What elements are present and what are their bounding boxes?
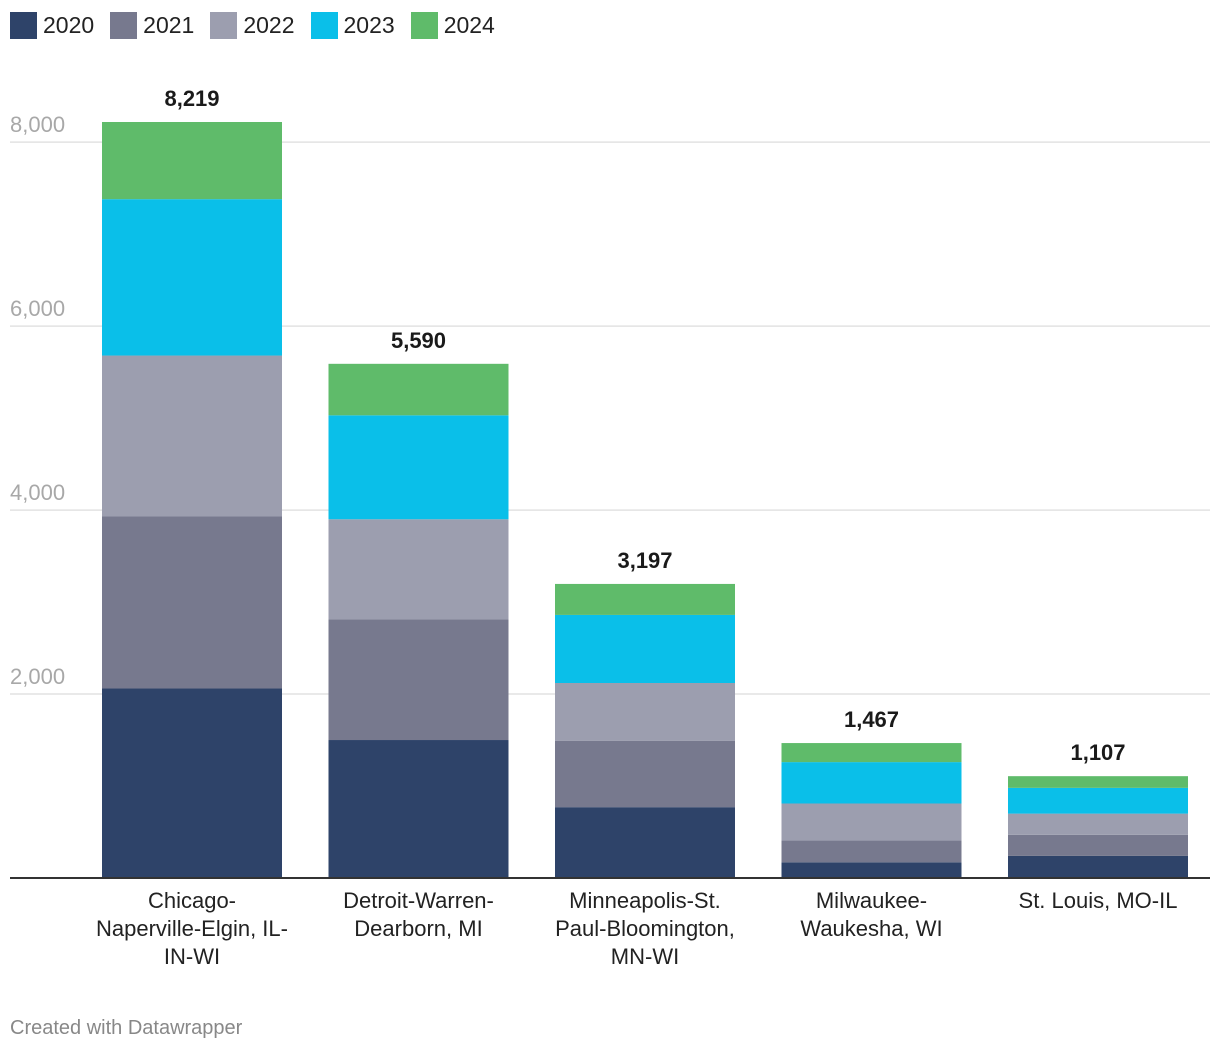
y-tick-label: 4,000: [10, 480, 65, 505]
bar-segment-2020: [1008, 855, 1188, 878]
bar-total-label: 8,219: [164, 86, 219, 111]
x-tick-label: Detroit-Warren- Dearborn, MI: [343, 888, 494, 941]
bar-segment-2022: [328, 519, 509, 620]
y-tick-label: 8,000: [10, 112, 65, 137]
x-tick-label: Milwaukee- Waukesha, WI: [800, 888, 943, 941]
x-tick-label: Chicago- Naperville-Elgin, IL- IN-WI: [96, 888, 288, 969]
legend-swatch: [410, 12, 438, 39]
bar-segment-2021: [102, 516, 282, 689]
bar-total-label: 3,197: [617, 548, 672, 573]
x-tick-label: St. Louis, MO-IL: [1018, 888, 1178, 913]
bar-segment-2022: [102, 355, 282, 517]
legend-label: 2024: [443, 12, 495, 38]
bar-segment-2020: [102, 688, 282, 878]
bar-segment-2022: [781, 803, 962, 841]
bar-total-label: 1,107: [1070, 740, 1125, 765]
bar-segment-2023: [781, 762, 962, 804]
bar-segment-2022: [1008, 813, 1188, 835]
bar-segment-2024: [555, 583, 735, 615]
bar-segment-2022: [555, 682, 735, 741]
chart-legend: 2020 2021 2022 2023 2024: [10, 12, 511, 39]
bar-segment-2023: [328, 415, 509, 520]
bar-total-label: 1,467: [844, 707, 899, 732]
bar-segment-2024: [328, 363, 509, 416]
legend-swatch: [310, 12, 338, 39]
bar-segment-2020: [555, 807, 735, 878]
bar-segment-2021: [555, 740, 735, 808]
bar-segment-2021: [328, 619, 509, 741]
legend-swatch: [10, 12, 37, 39]
bar-segment-2021: [781, 840, 962, 863]
bar-segment-2023: [1008, 787, 1188, 814]
legend-label: 2022: [243, 12, 295, 38]
bar-segment-2024: [1008, 776, 1188, 788]
legend-label: 2020: [43, 12, 95, 38]
legend-item-2024: 2024: [410, 12, 495, 39]
bar-segment-2021: [1008, 834, 1188, 856]
bar-segment-2023: [555, 614, 735, 683]
legend-swatch: [110, 12, 138, 39]
legend-label: 2023: [343, 12, 395, 38]
y-tick-label: 6,000: [10, 296, 65, 321]
bar-segment-2023: [102, 199, 282, 356]
datawrapper-credit: Created with Datawrapper: [10, 1017, 243, 1039]
bar-segment-2020: [328, 740, 509, 878]
legend-item-2023: 2023: [310, 12, 395, 39]
bar-segment-2024: [102, 122, 282, 200]
legend-swatch: [210, 12, 238, 39]
bar-total-label: 5,590: [391, 328, 446, 353]
y-tick-label: 2,000: [10, 664, 65, 689]
legend-item-2021: 2021: [110, 12, 194, 39]
x-tick-label: Minneapolis-St. Paul-Bloomington, MN-WI: [555, 888, 735, 969]
legend-item-2020: 2020: [10, 12, 94, 39]
legend-item-2022: 2022: [210, 12, 295, 39]
stacked-bar-chart: 2,000 4,000 6,000 8,000 8,219 5,590 3,197 1,467…: [10, 86, 1210, 879]
legend-label: 2021: [143, 12, 195, 38]
bar-segment-2020: [781, 862, 962, 878]
bar-segment-2024: [781, 743, 962, 763]
